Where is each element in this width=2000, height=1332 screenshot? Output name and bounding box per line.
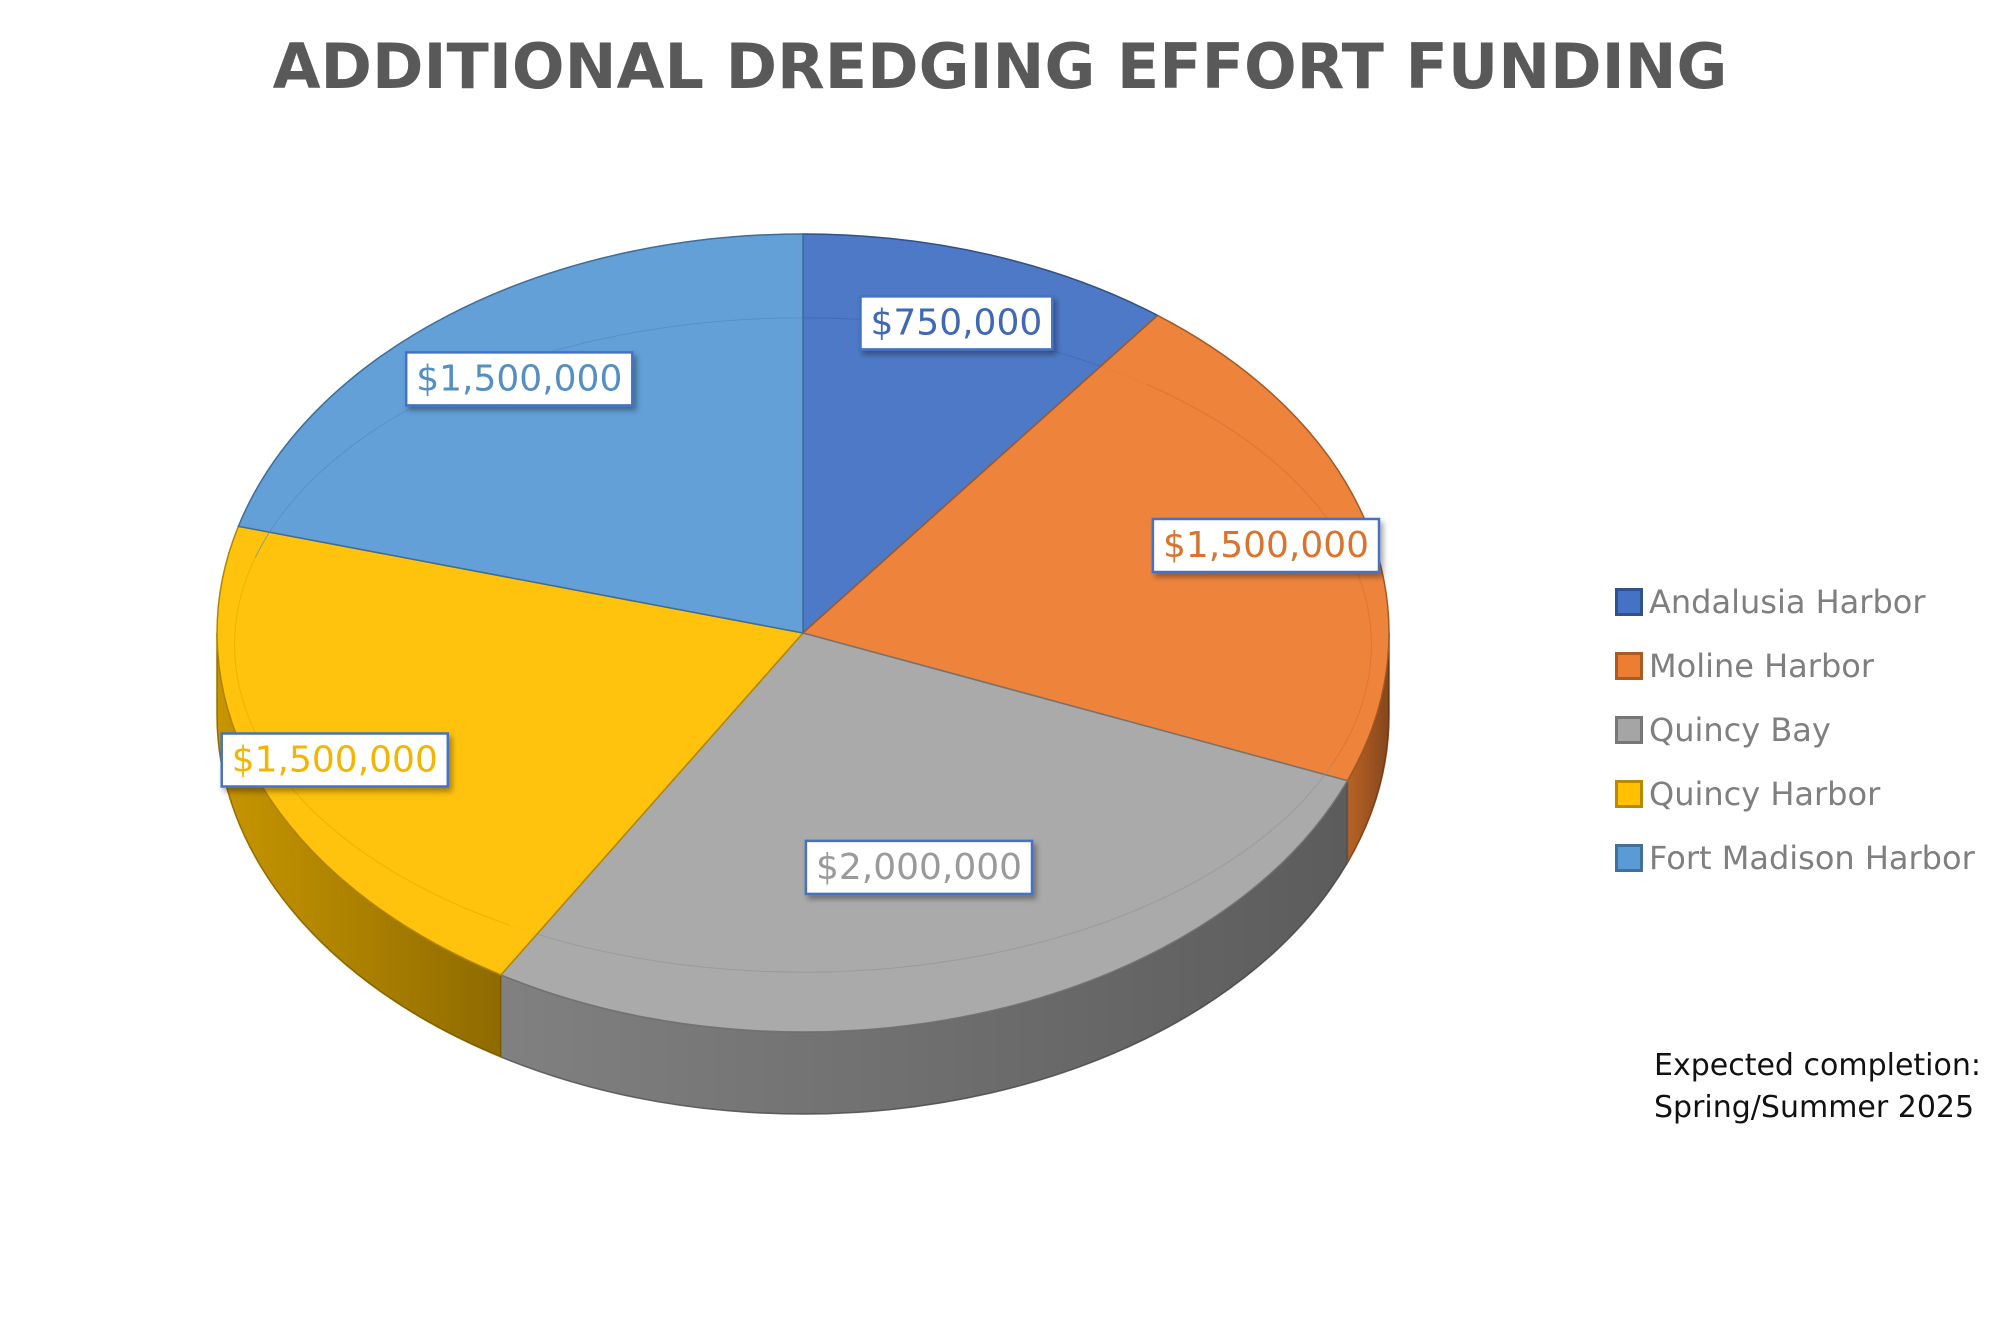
data-label-text-quincy-harbor: $1,500,000 <box>232 740 438 781</box>
legend-swatch-moline-harbor <box>1615 652 1643 680</box>
legend: Andalusia Harbor Moline Harbor Quincy Bay Q… <box>1615 570 1975 890</box>
legend-label-fort-madison-harbor: Fort Madison Harbor <box>1649 839 1975 877</box>
legend-item-andalusia-harbor: Andalusia Harbor <box>1615 570 1975 634</box>
legend-label-quincy-bay: Quincy Bay <box>1649 711 1831 749</box>
data-label-fort-madison-harbor: $1,500,000 <box>404 351 634 407</box>
legend-item-quincy-harbor: Quincy Harbor <box>1615 762 1975 826</box>
pie-side-shade-moline-harbor <box>1347 633 1389 863</box>
data-label-box-fort-madison-harbor <box>404 351 634 407</box>
legend-item-fort-madison-harbor: Fort Madison Harbor <box>1615 826 1975 890</box>
legend-label-moline-harbor: Moline Harbor <box>1649 647 1874 685</box>
legend-swatch-fort-madison-harbor <box>1615 844 1643 872</box>
legend-item-quincy-bay: Quincy Bay <box>1615 698 1975 762</box>
data-label-andalusia-harbor: $750,000 <box>859 295 1054 351</box>
pie-top <box>216 233 1390 1033</box>
data-label-quincy-harbor: $1,500,000 <box>220 732 450 788</box>
chart-title: ADDITIONAL DREDGING EFFORT FUNDING <box>272 30 1728 103</box>
data-label-moline-harbor: $1,500,000 <box>1151 517 1381 574</box>
legend-swatch-quincy-harbor <box>1615 780 1643 808</box>
pie-slice-bevel-quincy-bay <box>509 765 1332 973</box>
legend-label-andalusia-harbor: Andalusia Harbor <box>1649 583 1926 621</box>
data-label-quincy-bay: $2,000,000 <box>804 839 1034 896</box>
legend-item-moline-harbor: Moline Harbor <box>1615 634 1975 698</box>
legend-swatch-andalusia-harbor <box>1615 588 1643 616</box>
completion-note-line1: Expected completion: <box>1654 1048 1981 1083</box>
data-label-text-fort-madison-harbor: $1,500,000 <box>416 358 622 399</box>
data-label-text-andalusia-harbor: $750,000 <box>871 302 1043 343</box>
legend-label-quincy-harbor: Quincy Harbor <box>1649 775 1881 813</box>
pie-side-shade-quincy-harbor <box>216 633 501 1057</box>
completion-note: Expected completion: Spring/Summer 2025 <box>1654 1045 1981 1129</box>
data-label-text-quincy-bay: $2,000,000 <box>816 847 1022 888</box>
data-label-text-moline-harbor: $1,500,000 <box>1163 525 1369 566</box>
pie-side-shade-quincy-bay <box>500 780 1348 1115</box>
data-label-box-quincy-bay <box>804 839 1034 896</box>
pie-slice-fort-madison-harbor[interactable] <box>237 233 804 634</box>
data-label-box-moline-harbor <box>1151 517 1381 574</box>
completion-note-line2: Spring/Summer 2025 <box>1654 1090 1975 1125</box>
data-label-box-quincy-harbor <box>220 732 450 788</box>
data-label-box-andalusia-harbor <box>859 295 1054 351</box>
pie-labels: $750,000 $1,500,000 $2,000,000 $1,500,000 $1… <box>220 295 1381 896</box>
pie-slice-quincy-bay[interactable] <box>499 632 1349 1033</box>
legend-swatch-quincy-bay <box>1615 716 1643 744</box>
